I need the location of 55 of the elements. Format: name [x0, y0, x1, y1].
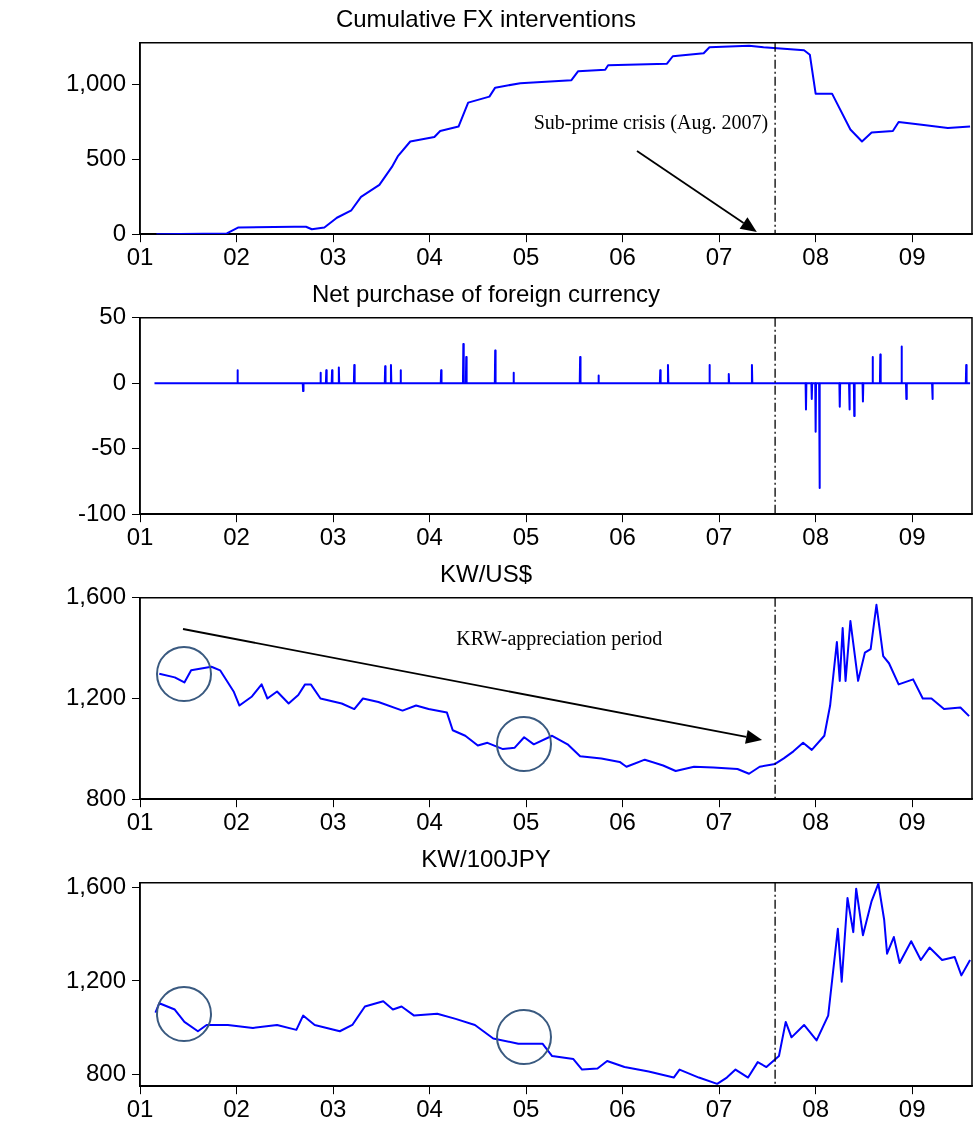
y-tick-label: 800	[85, 783, 126, 811]
x-tick-label: 05	[512, 1095, 540, 1123]
x-tick-label: 03	[319, 1095, 347, 1123]
x-tick-label: 05	[512, 523, 540, 551]
x-tick-label: 02	[223, 523, 250, 551]
x-tick-label: 08	[802, 243, 829, 271]
y-tick-label: 1,000	[65, 69, 126, 97]
x-tick-label: 02	[223, 1095, 250, 1123]
x-tick-label: 01	[126, 808, 154, 836]
x-tick-label: 01	[126, 243, 154, 271]
x-tick-label: 09	[898, 523, 926, 551]
y-tick-label: 0	[112, 218, 126, 246]
x-tick-label: 06	[609, 1095, 636, 1123]
y-tick-label: 1,600	[65, 872, 126, 900]
x-tick-label: 08	[802, 808, 829, 836]
x-tick-label: 05	[512, 243, 540, 271]
x-tick-label: 03	[319, 523, 347, 551]
x-tick-label: 06	[609, 523, 636, 551]
x-tick-label: 04	[416, 523, 443, 551]
x-tick-label: 05	[512, 808, 540, 836]
x-tick-label: 07	[705, 1095, 733, 1123]
y-tick-label: 1,600	[65, 582, 126, 610]
x-tick-label: 07	[705, 243, 733, 271]
y-tick-label: 500	[85, 144, 126, 172]
x-tick-label: 09	[898, 1095, 926, 1123]
y-tick-label: -50	[91, 433, 126, 461]
x-tick-label: 09	[898, 243, 926, 271]
x-tick-label: 01	[126, 1095, 154, 1123]
x-tick-label: 04	[416, 1095, 443, 1123]
y-tick-label: -100	[77, 498, 126, 526]
x-tick-label: 02	[223, 243, 250, 271]
x-tick-label: 06	[609, 808, 636, 836]
x-tick-label: 07	[705, 808, 733, 836]
x-tick-label: 04	[416, 808, 443, 836]
y-tick-label: 0	[112, 367, 126, 395]
x-tick-label: 03	[319, 808, 347, 836]
x-tick-label: 03	[319, 243, 347, 271]
y-tick-label: 800	[85, 1059, 126, 1087]
x-tick-label: 07	[705, 523, 733, 551]
x-tick-label: 01	[126, 523, 154, 551]
y-tick-label: 50	[99, 302, 126, 330]
chart-title: Net purchase of foreign currency	[311, 280, 661, 308]
chart-title: KW/US$	[439, 560, 533, 588]
y-tick-label: 1,200	[65, 683, 126, 711]
annotation: Sub-prime crisis (Aug. 2007)	[533, 111, 769, 135]
x-tick-label: 09	[898, 808, 926, 836]
x-tick-label: 08	[802, 523, 829, 551]
x-tick-label: 08	[802, 1095, 829, 1123]
chart-title: KW/100JPY	[421, 845, 551, 873]
y-tick-label: 1,200	[65, 965, 126, 993]
x-tick-label: 04	[416, 243, 443, 271]
x-tick-label: 06	[609, 243, 636, 271]
chart-title: Cumulative FX interventions	[335, 5, 637, 33]
annotation: KRW-appreciation period	[456, 626, 663, 650]
x-tick-label: 02	[223, 808, 250, 836]
